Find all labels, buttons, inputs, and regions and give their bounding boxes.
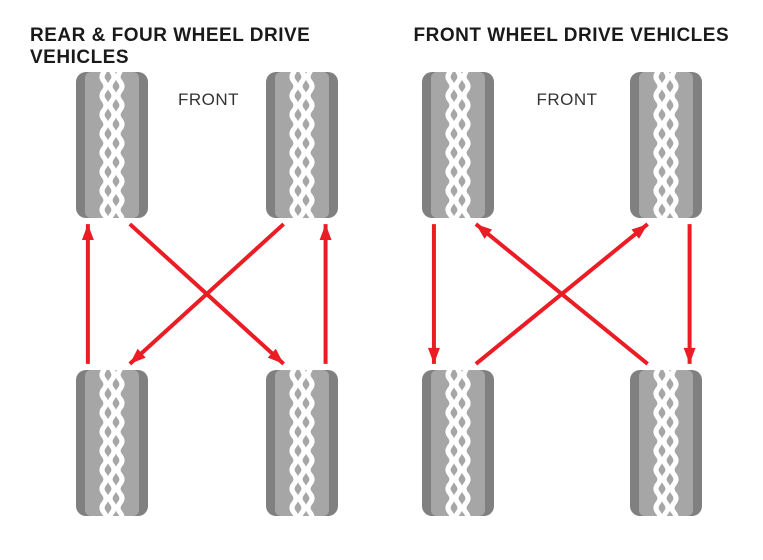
tire-fwd-rr [630,370,702,516]
tire-fwd-fr [630,72,702,218]
diagram-container: REAR & FOUR WHEEL DRIVE VEHICLES FRONT F… [0,0,763,560]
tire-rwd-fr [266,72,338,218]
panel-fwd: FRONT WHEEL DRIVE VEHICLES FRONT [382,0,763,560]
front-label-rwd: FRONT [178,90,239,110]
tire-fwd-rl [422,370,494,516]
front-label-fwd: FRONT [537,90,598,110]
tire-rwd-rl [76,370,148,516]
panel-rwd: REAR & FOUR WHEEL DRIVE VEHICLES FRONT [0,0,382,560]
panel-title-fwd: FRONT WHEEL DRIVE VEHICLES [414,25,730,47]
tire-rwd-fl [76,72,148,218]
tire-rwd-rr [266,370,338,516]
panel-title-rwd: REAR & FOUR WHEEL DRIVE VEHICLES [30,25,382,69]
tire-fwd-fl [422,72,494,218]
